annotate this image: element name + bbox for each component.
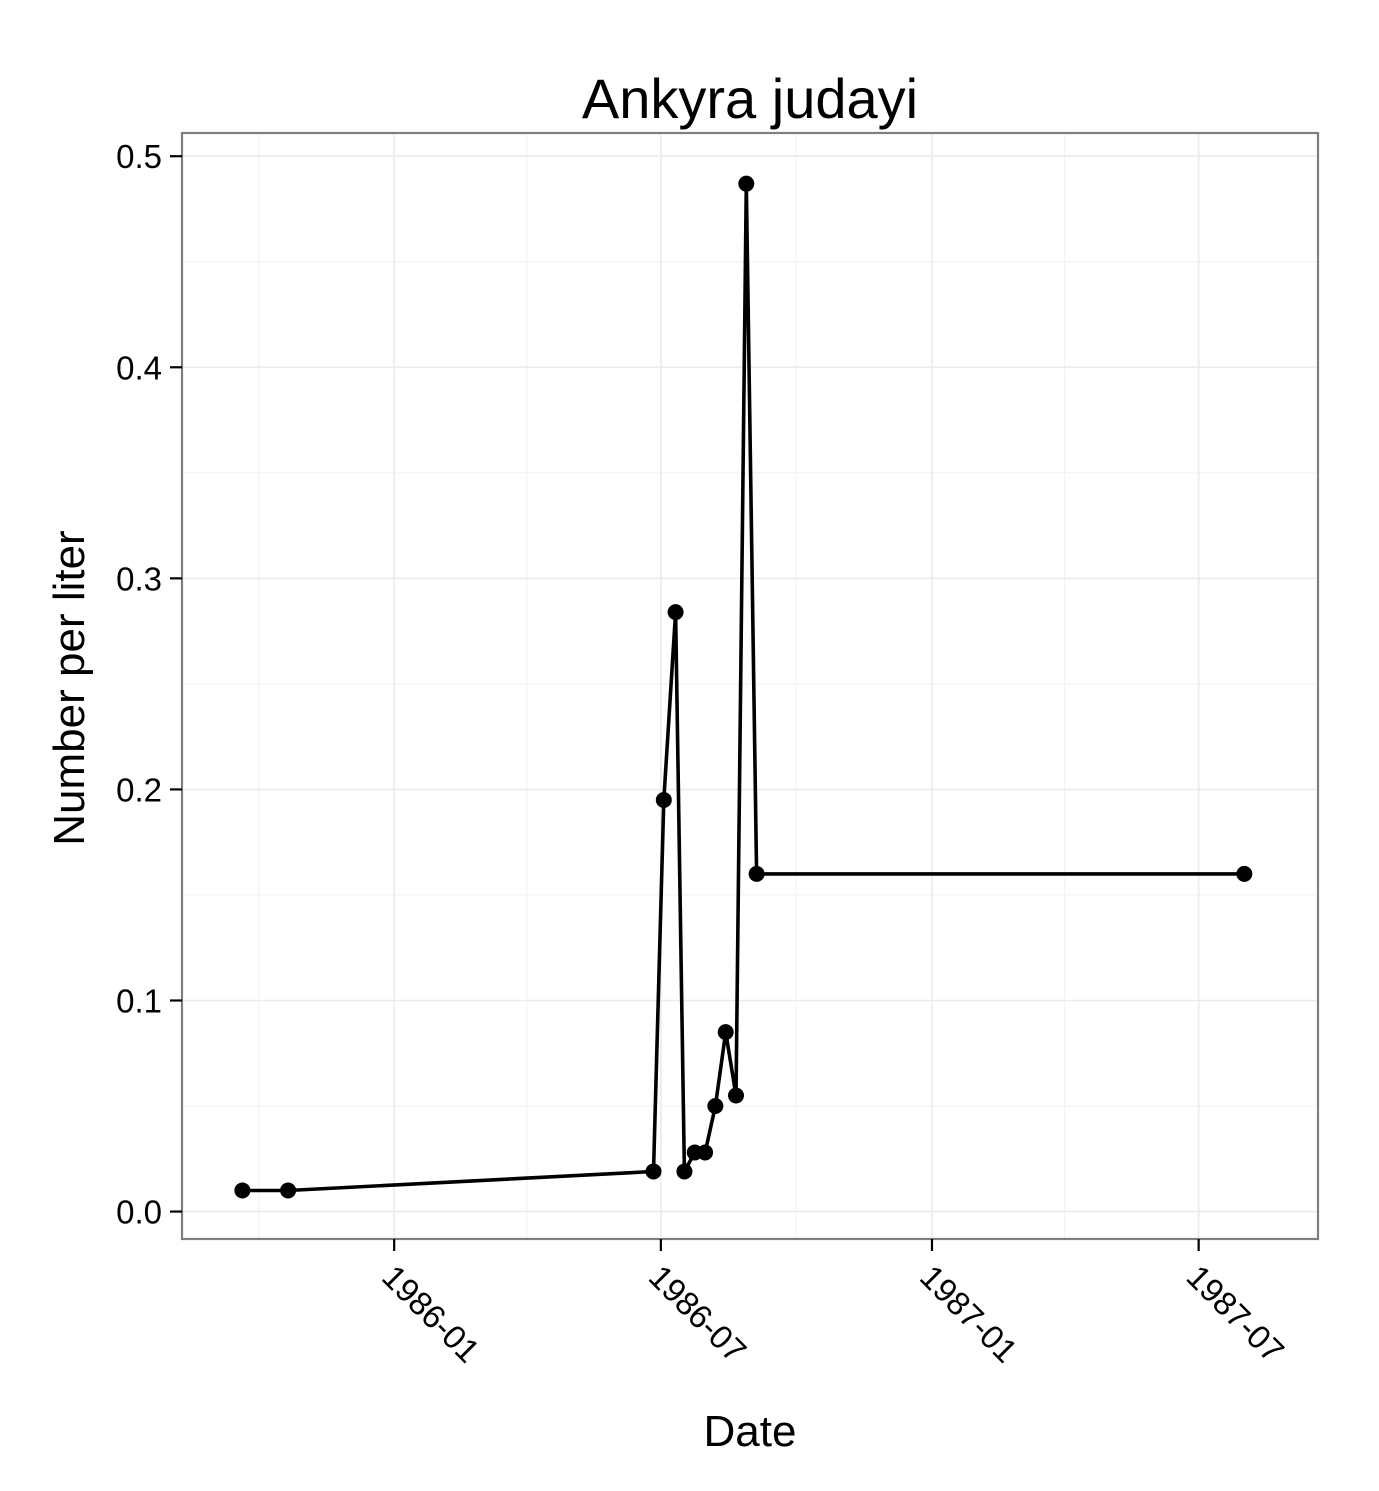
y-tick-label: 0.4 xyxy=(116,349,162,386)
series-line xyxy=(242,181,1245,1193)
x-tick-label: 1987-01 xyxy=(913,1258,1025,1370)
plot-panel-border xyxy=(180,131,1320,1241)
x-axis-title: Date xyxy=(704,1407,797,1456)
y-axis-title: Number per liter xyxy=(45,530,94,845)
data-point xyxy=(280,1182,297,1199)
data-point xyxy=(748,865,765,882)
data-point xyxy=(707,1098,724,1115)
data-series xyxy=(234,175,1253,1199)
data-point xyxy=(1236,865,1253,882)
x-tick-label: 1986-07 xyxy=(642,1258,754,1370)
y-tick-label: 0.5 xyxy=(116,138,162,175)
data-point xyxy=(645,1163,662,1180)
data-point xyxy=(234,1182,251,1199)
data-point xyxy=(717,1024,734,1041)
grid-lines xyxy=(182,133,1318,1239)
data-point xyxy=(655,791,672,808)
data-point xyxy=(738,175,755,192)
y-tick-label: 0.2 xyxy=(116,771,162,808)
data-point xyxy=(676,1163,693,1180)
data-point xyxy=(728,1087,745,1104)
y-tick-label: 0.1 xyxy=(116,982,162,1019)
data-point xyxy=(697,1144,714,1161)
x-tick-label: 1986-01 xyxy=(375,1258,487,1370)
x-tick-label: 1987-07 xyxy=(1180,1258,1292,1370)
y-axis: 0.0 0.1 0.2 0.3 0.4 0.5 xyxy=(116,138,182,1231)
data-point xyxy=(667,604,684,621)
y-tick-label: 0.3 xyxy=(116,560,162,597)
y-tick-label: 0.0 xyxy=(116,1194,162,1231)
chart-title: Ankyra judayi xyxy=(582,67,918,130)
x-axis: 1986-01 1986-07 1987-01 1987-07 xyxy=(375,1239,1292,1370)
